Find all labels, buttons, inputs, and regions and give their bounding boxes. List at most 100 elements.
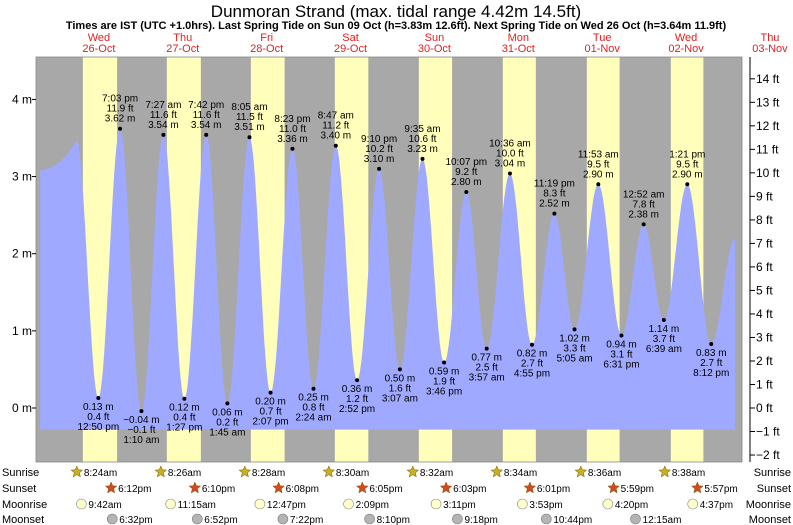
right-axis-label: 8 ft — [756, 213, 773, 227]
moonset-time: 8:10pm — [377, 515, 410, 525]
moonrise-time: 4:37pm — [700, 500, 733, 511]
low-time: 8:12 pm — [693, 368, 729, 379]
extreme-dot — [572, 327, 577, 332]
day-headers: Wed26-OctThu27-OctFri28-OctSat29-OctSun3… — [82, 32, 788, 55]
right-axis-label: −1 ft — [756, 425, 780, 439]
sunrise-time: 8:32am — [420, 468, 453, 479]
low-time: 5:05 am — [556, 353, 592, 364]
extreme-dot — [96, 395, 101, 400]
left-axis-label: 1 m — [12, 324, 32, 338]
sunrise-time: 8:28am — [252, 468, 285, 479]
day-date: 30-Oct — [418, 43, 451, 55]
low-feet: 1.6 ft — [389, 383, 411, 394]
sunset-time: 6:08pm — [286, 484, 319, 495]
low-feet: 3.3 ft — [563, 343, 585, 354]
low-time: 1:27 pm — [166, 423, 202, 434]
moonset-time: 6:32pm — [119, 515, 152, 525]
extreme-dot — [161, 132, 166, 137]
day-date: 26-Oct — [82, 43, 115, 55]
extreme-dot — [225, 401, 230, 406]
low-time: 1:10 am — [123, 435, 159, 446]
extreme-dot — [268, 390, 273, 395]
high-time: 7:27 am — [145, 100, 181, 111]
high-metres: 3.54 m — [191, 120, 222, 131]
moonrise-icon — [76, 498, 87, 510]
low-time: 6:39 am — [646, 344, 682, 355]
right-axis-label: 6 ft — [756, 260, 773, 274]
sunrise-icon — [238, 465, 252, 478]
sunset-icon — [607, 481, 620, 494]
day-date: 02-Nov — [668, 43, 704, 55]
right-axis-label: 13 ft — [756, 95, 780, 109]
high-time: 9:35 am — [404, 124, 440, 135]
high-metres: 3.10 m — [364, 154, 395, 165]
left-axis-label: 4 m — [12, 92, 32, 106]
right-axis-label: 14 ft — [756, 72, 780, 86]
low-feet: 2.5 ft — [476, 363, 498, 374]
high-time: 8:23 pm — [274, 114, 310, 125]
high-feet: 7.8 ft — [633, 199, 655, 210]
extreme-dot — [247, 135, 252, 140]
moonset-time: 6:52pm — [204, 515, 237, 525]
high-feet: 11.6 ft — [150, 110, 177, 121]
high-metres: 2.90 m — [672, 169, 703, 180]
high-metres: 2.90 m — [583, 169, 614, 180]
moonrise-time: 3:53pm — [529, 500, 562, 511]
right-axis-label: 0 ft — [756, 401, 773, 415]
right-axis-label: 3 ft — [756, 330, 773, 344]
low-feet: −0.1 ft — [127, 425, 155, 436]
high-time: 11:53 am — [578, 149, 619, 160]
moonrise-icon — [343, 498, 354, 510]
row-label-left: Moonrise — [2, 499, 47, 511]
high-feet: 9.5 ft — [587, 159, 609, 170]
low-metres: 1.14 m — [649, 324, 680, 335]
extreme-dot — [333, 143, 338, 148]
low-metres: 0.94 m — [606, 339, 637, 350]
extreme-dot — [530, 342, 535, 347]
low-feet: 3.7 ft — [653, 334, 675, 345]
extreme-dot — [709, 341, 714, 346]
row-label-right: Sunrise — [754, 467, 791, 479]
extreme-dot — [377, 166, 382, 171]
extreme-dot — [290, 146, 295, 151]
chart-subtitle: Times are IST (UTC +1.0hrs). Last Spring… — [66, 20, 727, 32]
low-feet: 2.7 ft — [521, 359, 543, 370]
chart-title: Dunmoran Strand (max. tidal range 4.42m … — [211, 2, 581, 21]
low-feet: 1.9 ft — [433, 376, 455, 387]
extreme-dot — [204, 132, 209, 137]
low-metres: 0.06 m — [212, 407, 243, 418]
moonrise-time: 11:15am — [178, 500, 216, 511]
low-time: 3:57 am — [469, 373, 505, 384]
moonrise-icon — [165, 498, 176, 510]
row-label-right: Sunset — [757, 483, 791, 495]
tide-curve — [40, 128, 736, 430]
low-metres: 0.20 m — [255, 397, 286, 408]
high-metres: 3.40 m — [321, 131, 352, 142]
high-feet: 10.0 ft — [496, 148, 524, 159]
right-axis-label: 4 ft — [756, 307, 773, 321]
sunset-time: 5:59pm — [621, 484, 654, 495]
sunset-icon — [104, 481, 118, 494]
sunrise-time: 8:24am — [84, 468, 117, 479]
sunset-icon — [691, 481, 704, 494]
row-label-right: Moonrise — [746, 499, 791, 511]
sunrise-icon — [574, 465, 588, 478]
high-time: 9:10 pm — [361, 134, 397, 145]
high-feet: 11.6 ft — [193, 110, 220, 121]
sunrise-time: 8:26am — [168, 468, 201, 479]
high-metres: 2.38 m — [628, 209, 659, 220]
low-time: 1:45 am — [209, 427, 245, 438]
low-feet: 0.7 ft — [259, 407, 281, 418]
high-feet: 11.2 ft — [322, 121, 349, 132]
low-metres: 0.25 m — [298, 393, 329, 404]
high-metres: 3.04 m — [495, 158, 526, 169]
low-time: 2:07 pm — [253, 417, 289, 428]
extreme-dot — [507, 171, 512, 176]
moonset-icon — [191, 513, 203, 525]
low-time: 2:52 pm — [339, 404, 375, 415]
low-time: 6:31 pm — [603, 359, 639, 370]
high-time: 10:07 pm — [445, 157, 487, 168]
extreme-dot — [139, 409, 144, 414]
extreme-dot — [552, 211, 557, 216]
moonset-time: 10:44pm — [553, 515, 592, 525]
